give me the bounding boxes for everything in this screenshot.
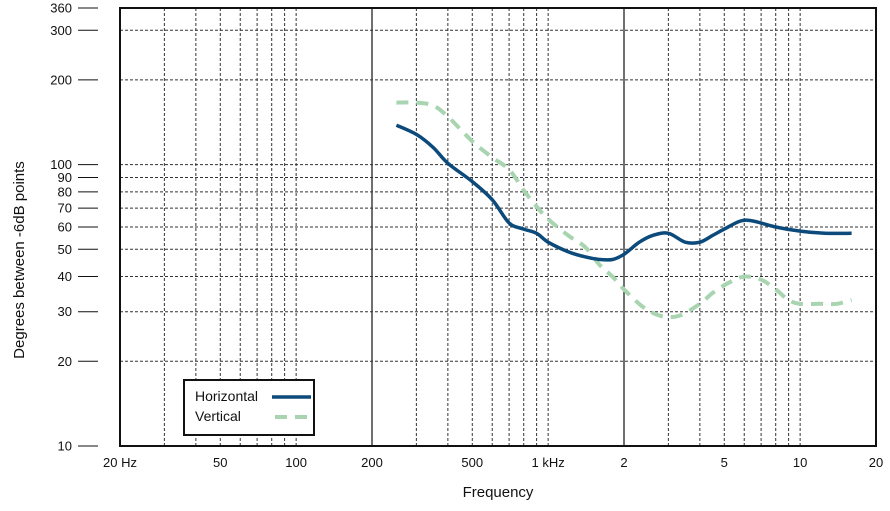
x-tick-labels: 20 Hz 50 100 200 500 1 kHz 2 5 10 20 <box>103 455 883 470</box>
y-tick-label: 50 <box>58 242 72 257</box>
series-lines <box>395 100 853 320</box>
grid-lines <box>120 8 876 446</box>
series-line-horizontal <box>395 123 852 262</box>
x-tick-label: 100 <box>285 455 307 470</box>
y-tick-label: 60 <box>58 220 72 235</box>
y-tick-label: 90 <box>58 170 72 185</box>
x-tick-label: 20 <box>869 455 883 470</box>
series-line-vertical <box>396 100 853 320</box>
y-tick-label: 10 <box>58 439 72 454</box>
legend: Horizontal Vertical <box>183 379 315 436</box>
legend-label-horizontal: Horizontal <box>195 388 258 404</box>
x-tick-label: 200 <box>361 455 383 470</box>
y-tick-label: 300 <box>50 23 72 38</box>
x-axis-title: Frequency <box>463 484 534 501</box>
x-tick-label: 500 <box>461 455 483 470</box>
legend-label-vertical: Vertical <box>195 408 241 424</box>
x-tick-label: 20 Hz <box>103 455 137 470</box>
legend-box <box>183 379 315 436</box>
y-tick-label: 20 <box>58 354 72 369</box>
x-tick-label: 10 <box>793 455 807 470</box>
y-tick-label: 360 <box>50 1 72 16</box>
plot-frame <box>119 7 877 447</box>
y-tick-label: 80 <box>58 184 72 199</box>
x-tick-label: 5 <box>721 455 728 470</box>
y-tick-label: 100 <box>50 157 72 172</box>
y-tick-label: 40 <box>58 269 72 284</box>
y-tick-label: 30 <box>58 304 72 319</box>
x-tick-label: 50 <box>213 455 227 470</box>
y-tick-label: 70 <box>58 201 72 216</box>
x-tick-label: 2 <box>620 455 627 470</box>
y-axis-title: Degrees between -6dB points <box>11 161 28 359</box>
y-tick-label: 200 <box>50 72 72 87</box>
x-tick-label: 1 kHz <box>532 455 565 470</box>
